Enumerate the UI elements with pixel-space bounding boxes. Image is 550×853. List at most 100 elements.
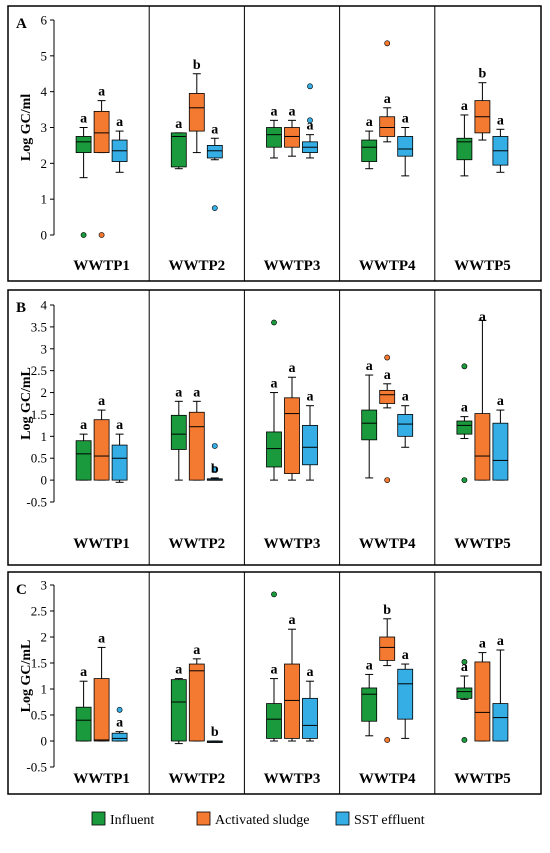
significance-letter: a (80, 665, 87, 680)
significance-letter: a (461, 401, 468, 416)
significance-letter: a (98, 631, 105, 646)
y-tick-label: 2 (41, 630, 48, 645)
significance-letter: a (289, 104, 296, 119)
significance-letter: a (80, 112, 87, 127)
y-tick-label: 0.5 (31, 708, 47, 723)
box-sludge (284, 397, 300, 474)
legend-swatch-sst (335, 811, 350, 826)
significance-letter: b (383, 603, 391, 618)
box-influent (170, 679, 187, 742)
outlier-point (307, 117, 313, 124)
significance-letter: a (366, 115, 373, 130)
box-influent (266, 431, 282, 468)
category-label: WWTP4 (359, 536, 416, 552)
significance-letter: a (175, 663, 182, 678)
y-tick-label: 3 (41, 578, 48, 593)
significance-letter: a (366, 658, 373, 673)
significance-letter: a (366, 359, 373, 374)
significance-letter: a (402, 112, 409, 127)
significance-letter: a (175, 385, 182, 400)
box-sst (397, 668, 414, 720)
legend-label: Influent (110, 813, 154, 828)
significance-letter: a (116, 716, 123, 731)
outlier-point (211, 205, 218, 212)
y-tick-label: 3 (41, 120, 48, 135)
significance-letter: a (193, 385, 200, 400)
y-tick-label: 0 (41, 473, 48, 488)
y-tick-label: -0.5 (26, 495, 47, 510)
outlier-point (461, 477, 468, 484)
legend-swatch-influent (91, 811, 106, 826)
category-label: WWTP3 (264, 771, 321, 787)
y-tick-label: 1 (41, 682, 48, 697)
box-sst (111, 732, 128, 742)
box-sludge (474, 661, 491, 742)
box-sludge (284, 663, 300, 739)
y-axis-label: Log GC/mL (19, 640, 34, 713)
significance-letter: a (193, 643, 200, 658)
category-label: WWTP2 (168, 771, 225, 787)
y-tick-label: 3.5 (31, 319, 47, 334)
significance-letter: a (461, 660, 468, 675)
panel-frame-C (7, 571, 542, 795)
significance-letter: a (384, 368, 391, 383)
significance-letter: a (384, 92, 391, 107)
significance-letter: a (479, 637, 486, 652)
y-tick-label: 0 (41, 734, 48, 749)
significance-letter: a (402, 390, 409, 405)
outlier-point (211, 443, 218, 449)
category-label: WWTP4 (359, 258, 416, 274)
legend-label: SST effluent (354, 813, 425, 828)
box-influent (456, 420, 473, 435)
significance-letter: a (211, 122, 218, 137)
box-sludge (93, 419, 110, 481)
box-influent (75, 136, 92, 153)
panel-label: C (16, 582, 27, 598)
category-label: WWTP3 (264, 536, 321, 552)
legend-swatch-sludge (196, 811, 211, 826)
category-label: WWTP2 (168, 536, 225, 552)
box-sst (397, 136, 414, 157)
outlier-point (211, 466, 218, 473)
significance-letter: a (461, 99, 468, 114)
significance-letter: a (271, 377, 278, 392)
y-tick-label: 3 (41, 341, 48, 356)
box-sludge (379, 116, 396, 137)
box-influent (75, 706, 92, 742)
y-tick-label: -0.5 (26, 760, 47, 775)
y-tick-label: 5 (41, 48, 48, 63)
box-influent (266, 127, 282, 148)
category-label: WWTP2 (168, 258, 225, 274)
box-influent (456, 137, 473, 161)
significance-letter: a (497, 394, 504, 409)
significance-letter: b (193, 58, 201, 73)
outlier-point (116, 706, 123, 713)
outlier-point (461, 659, 468, 665)
significance-letter: a (98, 85, 105, 100)
box-sst (492, 703, 509, 742)
panel-frame-A (7, 5, 542, 282)
significance-letter: a (271, 663, 278, 678)
significance-letter: a (402, 648, 409, 663)
significance-letter: b (479, 67, 487, 82)
y-axis-label: Log GC/ml (19, 94, 34, 161)
significance-letter: a (289, 361, 296, 376)
category-label: WWTP5 (454, 771, 511, 787)
box-sludge (188, 93, 205, 132)
box-sludge (188, 411, 205, 481)
category-label: WWTP1 (73, 536, 130, 552)
outlier-point (80, 232, 87, 238)
category-label: WWTP4 (359, 771, 416, 787)
panel-label: A (16, 16, 27, 32)
box-sludge (284, 127, 300, 148)
box-influent (75, 440, 92, 481)
outlier-point (307, 83, 313, 90)
outlier-point (384, 354, 391, 361)
y-tick-label: 1.5 (31, 656, 47, 671)
significance-letter: a (80, 418, 87, 433)
box-influent (266, 703, 282, 739)
outlier-point (384, 477, 391, 484)
outlier-point (98, 232, 105, 238)
box-sludge (188, 663, 205, 742)
